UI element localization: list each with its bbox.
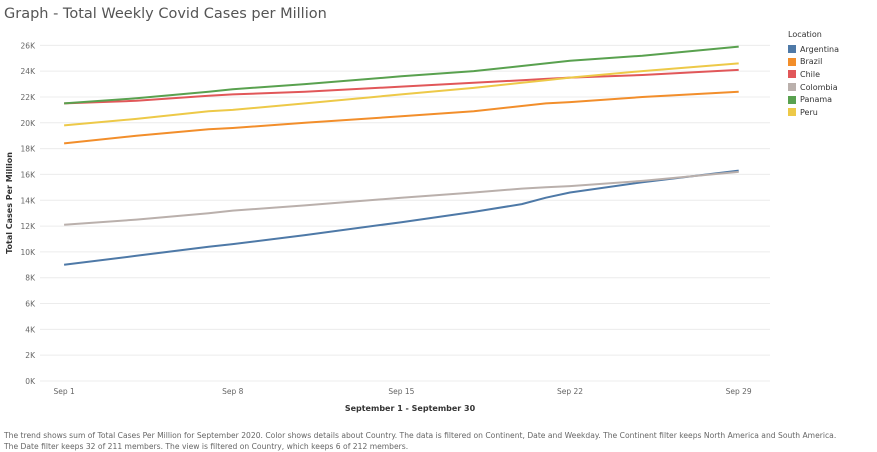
x-tick-label: Sep 8 <box>222 387 244 396</box>
series-line-panama <box>64 45 739 105</box>
legend-label: Brazil <box>800 57 823 67</box>
series-line-colombia <box>64 170 739 226</box>
y-tick-label: 0K <box>25 377 36 386</box>
line-chart: 0K 2K 4K 6K 8K 10K 12K 14K 16K 18K 20K 22K 24K 26K Se… <box>5 41 770 413</box>
y-tick-label: 14K <box>21 196 37 205</box>
caption-line-2: The Date filter keeps 32 of 211 members.… <box>4 442 409 451</box>
y-tick-label: 2K <box>25 351 36 360</box>
legend-label: Panama <box>800 95 833 105</box>
y-tick-label: 6K <box>25 300 36 309</box>
x-tick-label: Sep 1 <box>53 387 75 396</box>
legend-swatch <box>788 95 796 104</box>
series-line-argentina <box>63 169 739 266</box>
y-tick-label: 22K <box>21 93 37 102</box>
y-tick-label: 24K <box>21 67 37 76</box>
legend-title: Location <box>788 30 822 39</box>
legend-item-peru: Peru <box>788 106 839 119</box>
y-tick-label: 16K <box>21 170 37 179</box>
legend-items: Argentina Brazil Chile Colombia Panama Peru <box>788 43 839 119</box>
y-tick-label: 10K <box>21 248 37 257</box>
y-axis-label: Total Cases Per Million <box>5 152 14 254</box>
x-tick-label: Sep 15 <box>388 387 414 396</box>
y-tick-label: 12K <box>21 222 37 231</box>
x-tick-label: Sep 29 <box>726 387 752 396</box>
y-tick-label: 20K <box>21 119 37 128</box>
x-tick-label: Sep 22 <box>557 387 583 396</box>
y-tick-label: 18K <box>21 145 37 154</box>
chart-title: Graph - Total Weekly Covid Cases per Mil… <box>4 6 327 22</box>
legend-swatch <box>788 70 796 79</box>
legend-swatch <box>788 108 796 117</box>
legend-label: Colombia <box>800 82 838 92</box>
legend-label: Peru <box>800 107 818 117</box>
series-lines <box>63 45 739 266</box>
legend-item-panama: Panama <box>788 93 839 106</box>
legend-item-argentina: Argentina <box>788 43 839 56</box>
legend-swatch <box>788 83 796 92</box>
y-tick-label: 8K <box>25 274 36 283</box>
y-axis-ticks: 0K 2K 4K 6K 8K 10K 12K 14K 16K 18K 20K 22K 24K 26K <box>21 41 37 386</box>
legend-item-colombia: Colombia <box>788 81 839 94</box>
y-tick-label: 4K <box>25 325 36 334</box>
series-line-chile <box>64 68 739 105</box>
legend: Location Argentina Brazil Chile Colombia Pan… <box>788 30 839 119</box>
legend-label: Chile <box>800 69 821 79</box>
series-line-peru <box>64 62 739 127</box>
chart-caption: The trend shows sum of Total Cases Per M… <box>4 430 864 452</box>
legend-item-chile: Chile <box>788 68 839 81</box>
series-line-brazil <box>63 90 739 145</box>
legend-swatch <box>788 45 796 54</box>
legend-swatch <box>788 57 796 66</box>
caption-line-1: The trend shows sum of Total Cases Per M… <box>4 431 837 440</box>
x-axis-label: September 1 - September 30 <box>345 404 476 413</box>
legend-label: Argentina <box>800 44 840 54</box>
y-tick-label: 26K <box>21 41 37 50</box>
legend-item-brazil: Brazil <box>788 56 839 69</box>
x-axis-ticks: Sep 1 Sep 8 Sep 15 Sep 22 Sep 29 <box>53 387 751 396</box>
